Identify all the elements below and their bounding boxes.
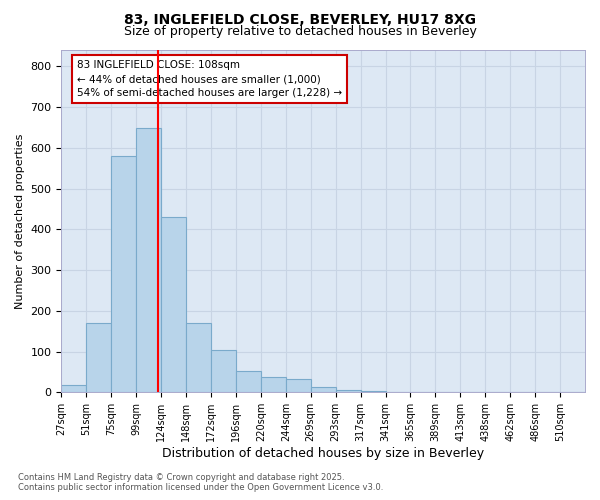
- Bar: [361, 390, 386, 392]
- Bar: [86, 323, 111, 392]
- Bar: [211, 350, 236, 393]
- X-axis label: Distribution of detached houses by size in Beverley: Distribution of detached houses by size …: [162, 447, 484, 460]
- Bar: [111, 156, 136, 392]
- Y-axis label: Number of detached properties: Number of detached properties: [15, 134, 25, 309]
- Bar: [136, 128, 161, 392]
- Bar: [261, 377, 286, 392]
- Bar: [186, 323, 211, 392]
- Text: Size of property relative to detached houses in Beverley: Size of property relative to detached ho…: [124, 25, 476, 38]
- Bar: [311, 388, 335, 392]
- Text: Contains HM Land Registry data © Crown copyright and database right 2025.
Contai: Contains HM Land Registry data © Crown c…: [18, 473, 383, 492]
- Text: 83 INGLEFIELD CLOSE: 108sqm
← 44% of detached houses are smaller (1,000)
54% of : 83 INGLEFIELD CLOSE: 108sqm ← 44% of det…: [77, 60, 342, 98]
- Bar: [335, 390, 361, 392]
- Bar: [286, 380, 311, 392]
- Bar: [161, 217, 186, 392]
- Bar: [61, 386, 86, 392]
- Text: 83, INGLEFIELD CLOSE, BEVERLEY, HU17 8XG: 83, INGLEFIELD CLOSE, BEVERLEY, HU17 8XG: [124, 12, 476, 26]
- Bar: [236, 371, 261, 392]
